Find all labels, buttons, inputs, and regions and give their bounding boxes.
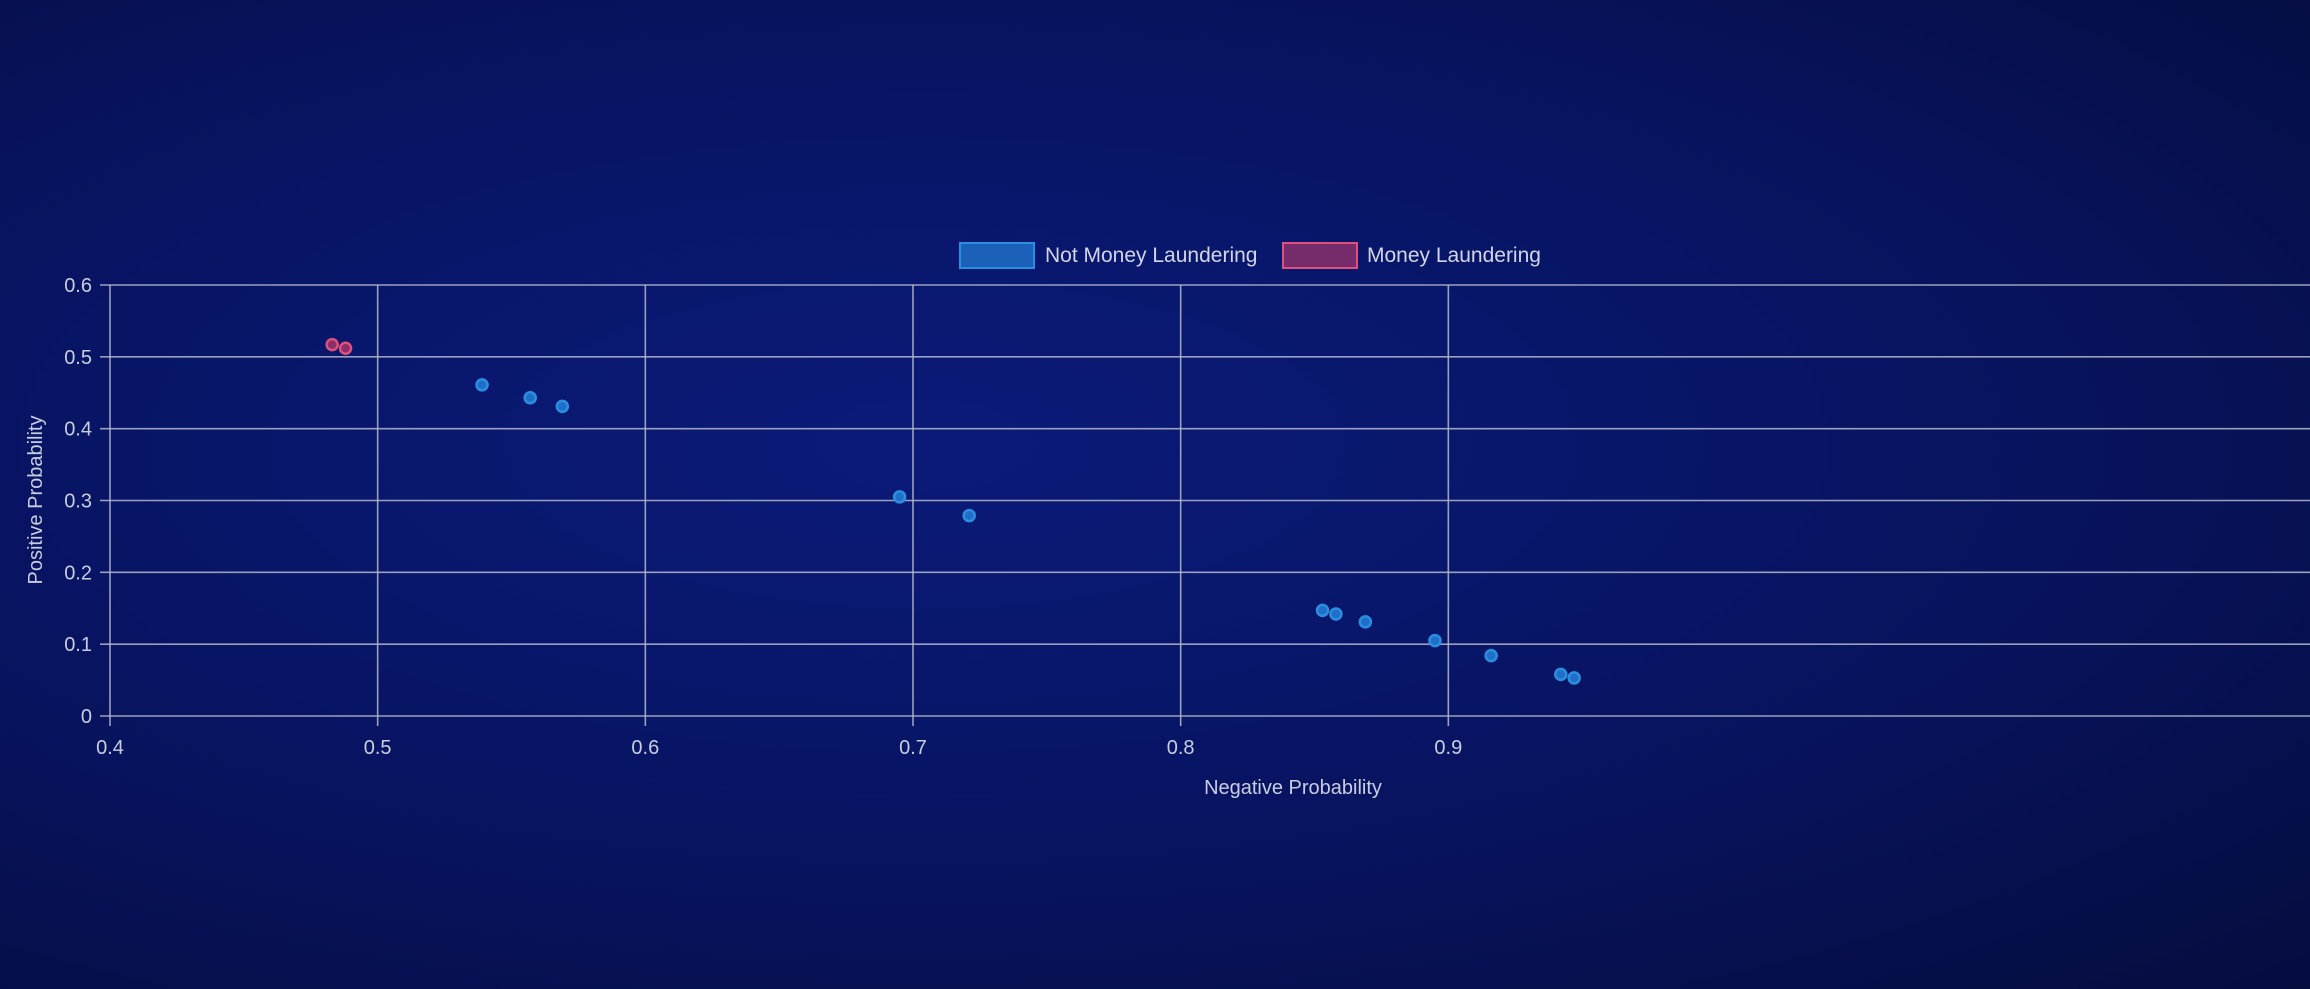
x-tick-label: 0.8 (1167, 737, 1195, 759)
data-point[interactable] (1315, 603, 1330, 618)
data-point[interactable] (1567, 671, 1581, 685)
legend-swatch (959, 242, 1035, 269)
legend-item[interactable]: Not Money Laundering (959, 242, 1257, 269)
grid (100, 284, 2310, 726)
x-tick-label: 0.9 (1434, 737, 1462, 759)
x-tick-label: 0.5 (364, 737, 392, 759)
data-point[interactable] (1329, 607, 1343, 621)
y-tick-label: 0 (81, 706, 92, 728)
data-point[interactable] (1428, 633, 1442, 648)
data-point[interactable] (338, 341, 353, 355)
legend-label: Not Money Laundering (1045, 244, 1257, 267)
legend-swatch (1282, 242, 1358, 269)
y-tick-label: 0.4 (64, 419, 92, 441)
data-point[interactable] (555, 399, 570, 414)
legend[interactable]: Not Money Laundering Money Laundering (959, 242, 1541, 269)
y-tick-label: 0.1 (64, 634, 92, 656)
tick-labels: 0 0.1 0.2 0.3 0.4 0.5 0.6 0.4 0.5 0.6 0.7 0.8 0.9 (64, 275, 1462, 759)
y-tick-label: 0.2 (64, 562, 92, 584)
data-point[interactable] (475, 378, 489, 392)
data-point[interactable] (892, 490, 907, 504)
x-axis-title: Negative Probability (1204, 777, 1382, 799)
y-tick-label: 0.6 (64, 275, 92, 297)
data-point[interactable] (325, 337, 339, 352)
legend-label: Money Laundering (1367, 244, 1541, 267)
x-tick-label: 0.7 (899, 737, 927, 759)
data-point[interactable] (1358, 615, 1373, 629)
data-point[interactable] (1484, 648, 1498, 663)
y-axis-title: Positive Probability (25, 416, 47, 585)
data-point[interactable] (523, 391, 537, 405)
data-points (325, 337, 1581, 685)
y-tick-label: 0.5 (64, 347, 92, 369)
x-tick-label: 0.6 (631, 737, 659, 759)
data-point[interactable] (1554, 667, 1568, 682)
x-tick-label: 0.4 (96, 737, 124, 759)
y-tick-label: 0.3 (64, 491, 92, 513)
data-point[interactable] (962, 508, 976, 523)
legend-item[interactable]: Money Laundering (1282, 242, 1541, 269)
